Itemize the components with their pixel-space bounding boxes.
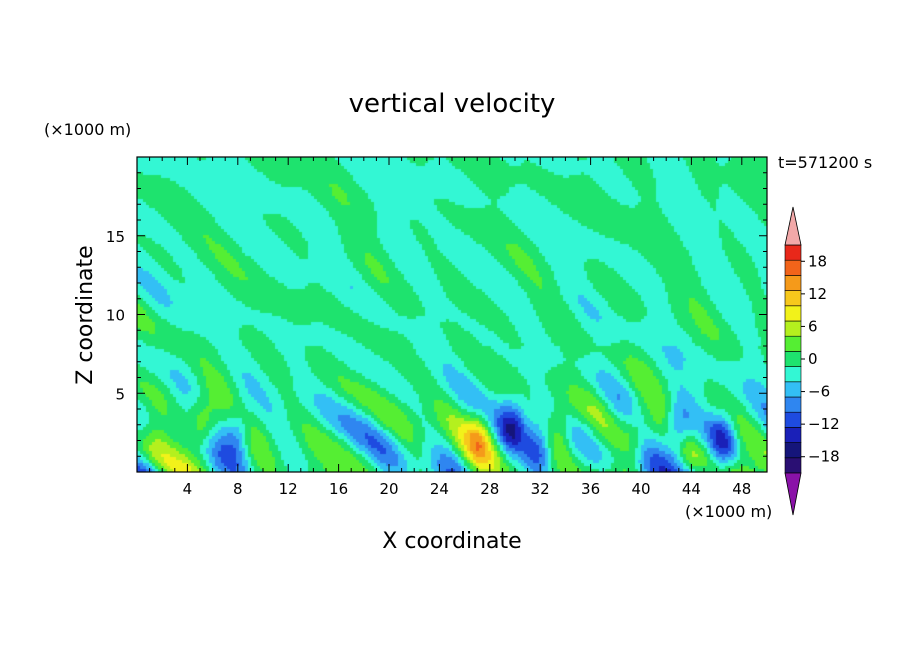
colorbar-swatch [784, 305, 802, 322]
x-tick-label: 20 [379, 480, 398, 498]
colorbar-swatch [784, 259, 802, 276]
colorbar-label: −6 [808, 383, 830, 401]
colorbar-swatch [784, 427, 802, 443]
colorbar-label: 6 [808, 317, 818, 335]
x-tick-label: 24 [430, 480, 449, 498]
colorbar-swatch [784, 442, 802, 459]
x-tick-label: 12 [279, 480, 298, 498]
chart-title: vertical velocity [349, 89, 556, 119]
x-tick-label: 48 [732, 480, 751, 498]
colorbar-swatch [784, 396, 802, 413]
colorbar: 18 12 6 0 −6 −12 −18 [784, 206, 840, 516]
x-tick-label: 44 [682, 480, 701, 498]
colorbar-swatch [784, 335, 802, 352]
colorbar-label: −18 [808, 448, 840, 466]
x-axis: 4 8 12 16 20 24 28 32 36 40 44 48 [149, 157, 755, 498]
colorbar-label: 18 [808, 252, 827, 270]
x-tick-label: 4 [183, 480, 193, 498]
x-tick-label: 16 [329, 480, 348, 498]
colorbar-swatch [784, 275, 802, 291]
heatmap-field [137, 157, 767, 472]
x-tick-label: 8 [233, 480, 243, 498]
colorbar-swatch [784, 366, 802, 383]
heatmap-image [137, 157, 767, 472]
colorbar-swatch [784, 290, 802, 307]
y-axis-label: Z coordinate [73, 245, 98, 384]
colorbar-label: −12 [808, 415, 840, 433]
colorbar-swatch [784, 351, 802, 367]
colorbar-swatch [784, 381, 802, 398]
x-tick-label: 40 [631, 480, 650, 498]
time-label: t=571200 s [778, 153, 872, 172]
y-tick-label: 10 [106, 307, 125, 325]
y-tick-label: 15 [106, 228, 125, 246]
x-tick-label: 32 [531, 480, 550, 498]
colorbar-over-triangle [784, 206, 802, 246]
colorbar-swatch [784, 320, 802, 337]
colorbar-swatch [784, 244, 802, 261]
colorbar-swatch [784, 411, 802, 428]
colorbar-label: 12 [808, 285, 827, 303]
colorbar-label: 0 [808, 350, 818, 368]
x-tick-label: 36 [581, 480, 600, 498]
y-tick-label: 5 [115, 385, 125, 403]
y-unit-label: (×1000 m) [44, 120, 131, 139]
x-tick-label: 28 [480, 480, 499, 498]
colorbar-swatch [784, 457, 802, 474]
x-axis-label: X coordinate [382, 529, 521, 554]
x-unit-label: (×1000 m) [685, 502, 772, 521]
y-axis: 5 10 15 [106, 172, 767, 457]
colorbar-under-triangle [784, 472, 802, 516]
